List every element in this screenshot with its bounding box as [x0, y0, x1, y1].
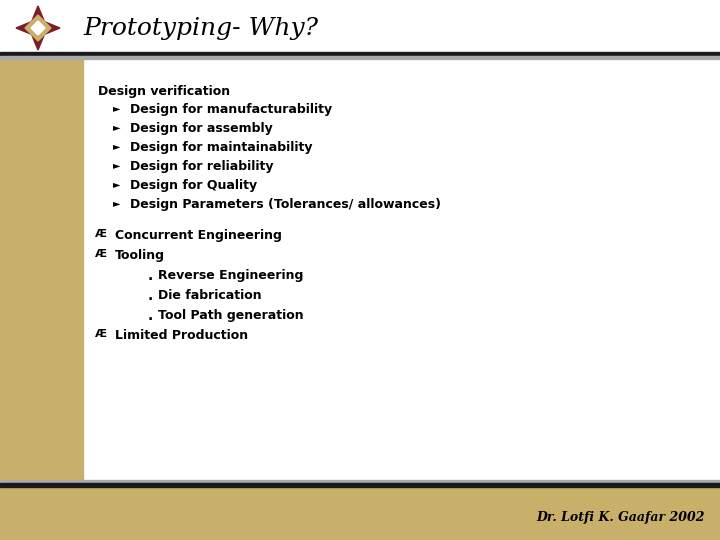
- Text: ►: ►: [113, 141, 120, 151]
- Text: ►: ►: [113, 198, 120, 208]
- Text: Æ: Æ: [95, 329, 107, 339]
- Text: ►: ►: [113, 160, 120, 170]
- Bar: [0, 56, 720, 59]
- Polygon shape: [38, 19, 60, 37]
- Polygon shape: [29, 6, 47, 28]
- Text: Design for maintainability: Design for maintainability: [130, 141, 312, 154]
- Text: Design Parameters (Tolerances/ allowances): Design Parameters (Tolerances/ allowance…: [130, 198, 441, 211]
- Text: ►: ►: [113, 179, 120, 189]
- Bar: [0, 0, 720, 58]
- Bar: [0, 480, 720, 483]
- Bar: [0, 52, 720, 56]
- Text: Tooling: Tooling: [115, 249, 165, 262]
- Text: Reverse Engineering: Reverse Engineering: [158, 269, 303, 282]
- Text: Die fabrication: Die fabrication: [158, 289, 261, 302]
- Text: Design for Quality: Design for Quality: [130, 179, 257, 192]
- Text: Design for manufacturability: Design for manufacturability: [130, 103, 332, 116]
- Text: Limited Production: Limited Production: [115, 329, 248, 342]
- Text: Concurrent Engineering: Concurrent Engineering: [115, 229, 282, 242]
- Text: ►: ►: [113, 122, 120, 132]
- Text: Dr. Lotfi K. Gaafar 2002: Dr. Lotfi K. Gaafar 2002: [536, 511, 705, 524]
- Text: ►: ►: [113, 103, 120, 113]
- Text: Æ: Æ: [95, 229, 107, 239]
- Bar: [0, 483, 720, 487]
- Bar: [0, 487, 720, 540]
- Text: Æ: Æ: [95, 249, 107, 259]
- Polygon shape: [29, 28, 47, 50]
- Text: Design for reliability: Design for reliability: [130, 160, 274, 173]
- Text: .: .: [148, 269, 153, 283]
- Bar: [0, 58, 83, 480]
- Polygon shape: [25, 15, 51, 41]
- Text: .: .: [148, 289, 153, 303]
- Text: .: .: [148, 309, 153, 323]
- Polygon shape: [31, 21, 45, 35]
- Polygon shape: [16, 19, 38, 37]
- Text: Prototyping- Why?: Prototyping- Why?: [83, 17, 318, 39]
- Text: Tool Path generation: Tool Path generation: [158, 309, 304, 322]
- Text: Design for assembly: Design for assembly: [130, 122, 273, 135]
- Text: Design verification: Design verification: [98, 85, 230, 98]
